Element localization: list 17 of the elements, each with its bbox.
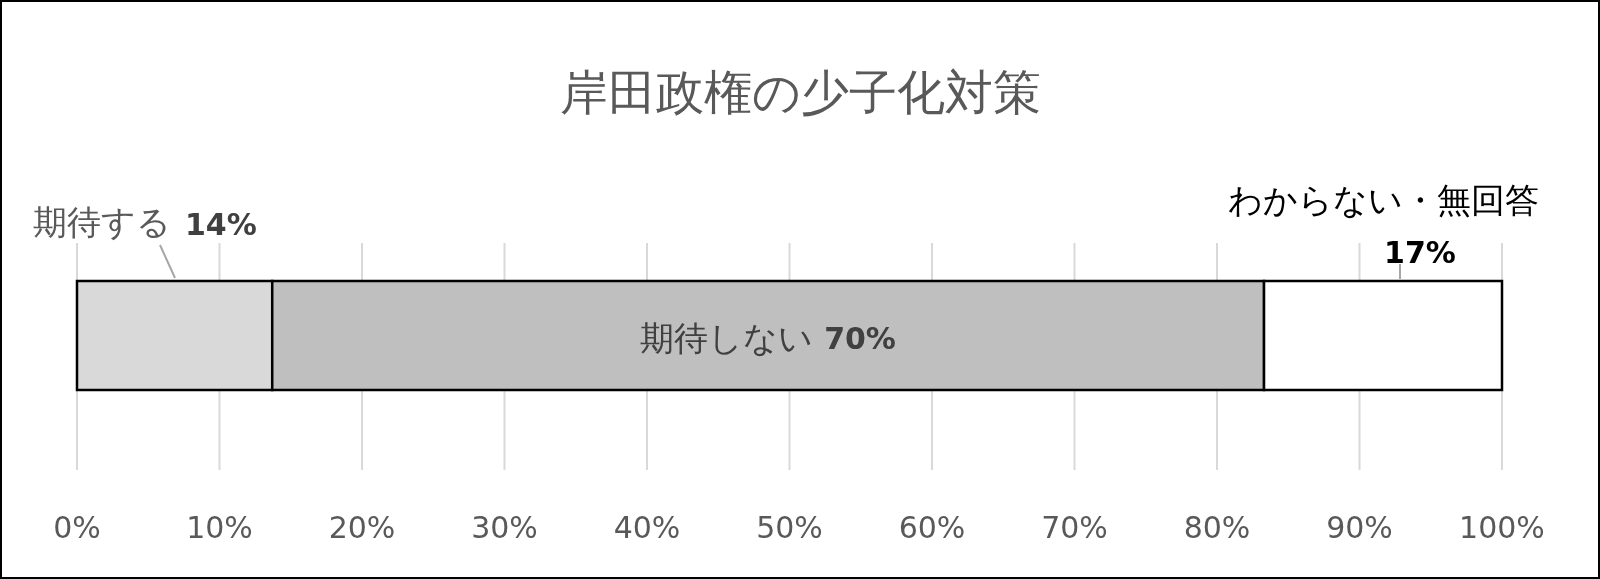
- xtick: 60%: [898, 509, 966, 545]
- label: わからない・無回答: [1227, 180, 1539, 220]
- xtick: 40%: [613, 509, 681, 545]
- xtick: 0%: [53, 509, 101, 545]
- xtick: 30%: [471, 509, 538, 545]
- xtick: 10%: [186, 509, 253, 545]
- xtick: 70%: [1041, 509, 1108, 545]
- xtick: 90%: [1326, 509, 1393, 545]
- xtick: 100%: [1459, 509, 1545, 545]
- label: 期待しない 70%: [640, 317, 896, 358]
- label: 14%: [185, 206, 257, 242]
- title: 岸田政権の少子化対策: [559, 64, 1041, 120]
- xtick: 50%: [756, 509, 823, 545]
- xtick: 20%: [328, 509, 396, 545]
- label: 期待する: [33, 202, 171, 242]
- xtick: 80%: [1183, 509, 1251, 545]
- label: 17%: [1384, 234, 1456, 270]
